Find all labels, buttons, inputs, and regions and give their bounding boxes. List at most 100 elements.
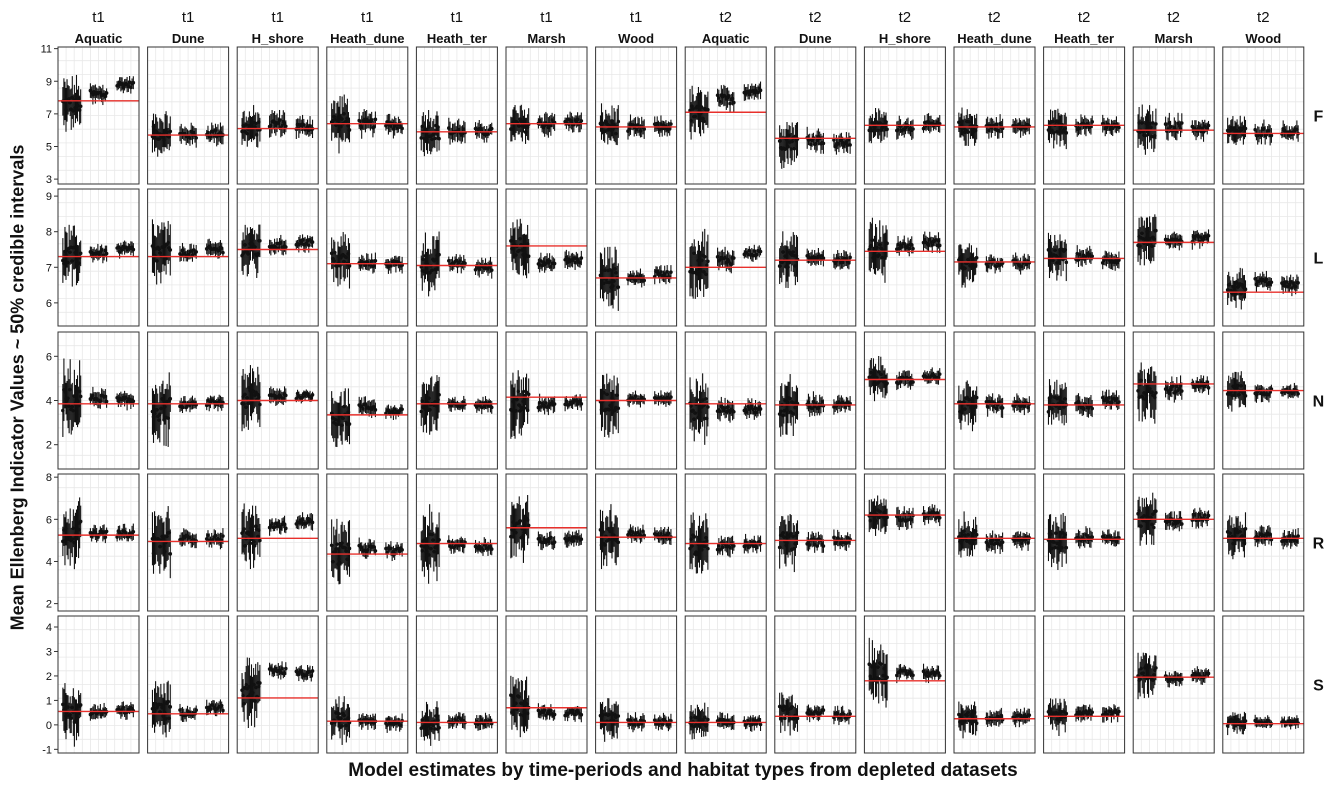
panel-frame xyxy=(863,188,946,327)
y-tick-label: 4 xyxy=(46,396,52,408)
panel-frame xyxy=(57,188,140,327)
estimate-point xyxy=(194,250,198,254)
habitat-strip-label: Wood xyxy=(618,31,654,46)
habitat-strip-label: Aquatic xyxy=(75,31,123,46)
estimate-point xyxy=(792,146,797,151)
panel-frame xyxy=(415,331,498,470)
estimate-point xyxy=(1180,389,1184,393)
estimate-point xyxy=(616,119,621,124)
estimate-point xyxy=(706,405,710,409)
estimate-point xyxy=(131,529,136,534)
y-tick-label: 2 xyxy=(46,440,52,452)
panel-frame xyxy=(595,46,678,185)
estimate-point xyxy=(1296,391,1300,396)
estimate-point xyxy=(552,261,557,266)
estimate-point xyxy=(937,243,942,248)
estimate-point xyxy=(547,259,552,263)
estimate-point xyxy=(1269,133,1274,138)
y-tick-label: 6 xyxy=(46,298,52,310)
habitat-strip-label: H_shore xyxy=(879,31,931,46)
estimate-point xyxy=(1064,260,1069,265)
estimate-point xyxy=(732,409,736,414)
estimate-point xyxy=(579,402,584,406)
estimate-point xyxy=(642,127,646,131)
panel-frame xyxy=(953,188,1036,327)
estimate-point xyxy=(1243,394,1248,398)
period-strip-label: t1 xyxy=(182,9,195,26)
estimate-point xyxy=(870,238,875,242)
estimate-point xyxy=(1117,258,1121,262)
period-strip-label: t1 xyxy=(630,9,643,26)
estimate-point xyxy=(1206,123,1211,128)
estimate-point xyxy=(437,252,441,257)
period-strip-label: t2 xyxy=(719,9,732,26)
estimate-point xyxy=(489,268,494,272)
estimate-point xyxy=(194,136,198,140)
estimate-point xyxy=(373,408,378,412)
estimate-point xyxy=(78,394,83,399)
panel-frame xyxy=(684,46,767,185)
estimate-point xyxy=(333,250,337,255)
panel-frame xyxy=(953,331,1036,470)
indicator-strip-label: R xyxy=(1313,536,1325,553)
estimate-point xyxy=(706,259,710,264)
y-tick-label: 8 xyxy=(46,472,52,484)
panel-frame xyxy=(147,46,230,185)
habitat-strip-label: Heath_dune xyxy=(330,31,404,46)
estimate-point xyxy=(131,247,136,252)
estimate-point xyxy=(168,129,173,134)
habitat-strip-label: Heath_ter xyxy=(1054,31,1114,46)
estimate-point xyxy=(1090,254,1094,259)
y-tick-label: 3 xyxy=(46,174,52,186)
estimate-point xyxy=(832,138,836,142)
panel-frame xyxy=(863,46,946,185)
estimate-point xyxy=(885,127,889,132)
estimate-point xyxy=(306,243,311,248)
estimate-point xyxy=(669,122,673,126)
estimate-point xyxy=(419,136,424,140)
estimate-point xyxy=(1090,406,1094,411)
estimate-point xyxy=(665,269,669,274)
estimate-point xyxy=(103,535,108,539)
y-tick-label: 5 xyxy=(46,141,52,153)
y-tick-label: 11 xyxy=(41,44,52,56)
estimate-point xyxy=(669,270,673,274)
estimate-point xyxy=(258,239,262,243)
panel-frame xyxy=(236,46,319,185)
habitat-strip-label: Marsh xyxy=(1155,31,1193,46)
estimate-point xyxy=(702,254,707,259)
estimate-point xyxy=(489,126,494,131)
estimate-point xyxy=(526,254,531,258)
estimate-point xyxy=(310,240,315,244)
panel-frame xyxy=(1222,331,1305,470)
estimate-point xyxy=(848,255,852,260)
y-tick-label: 7 xyxy=(46,262,52,274)
estimate-point xyxy=(1154,122,1158,126)
y-tick-label: 4 xyxy=(46,556,52,568)
estimate-point xyxy=(1243,126,1248,131)
estimate-point xyxy=(911,246,915,251)
period-strip-label: t2 xyxy=(988,9,1001,26)
panel-frame xyxy=(147,331,230,470)
panel-frame xyxy=(236,331,319,470)
estimate-point xyxy=(758,249,763,254)
estimate-point xyxy=(131,399,136,404)
estimate-point xyxy=(1269,280,1274,285)
estimate-point xyxy=(695,398,700,402)
panel-frame xyxy=(326,331,409,470)
period-strip-label: t2 xyxy=(1167,9,1180,26)
panel-frame xyxy=(1132,46,1215,185)
estimate-point xyxy=(974,255,979,260)
estimate-point xyxy=(1243,287,1248,292)
y-tick-label: 2 xyxy=(46,599,52,611)
habitat-strip-label: Dune xyxy=(799,31,832,46)
estimate-point xyxy=(104,91,109,95)
panel-frame xyxy=(147,188,230,327)
panel-frame xyxy=(1132,188,1215,327)
y-tick-label: 8 xyxy=(46,227,52,239)
estimate-point xyxy=(104,251,109,256)
estimate-point xyxy=(437,392,441,397)
estimate-point xyxy=(847,261,851,265)
period-strip-label: t1 xyxy=(361,9,374,26)
